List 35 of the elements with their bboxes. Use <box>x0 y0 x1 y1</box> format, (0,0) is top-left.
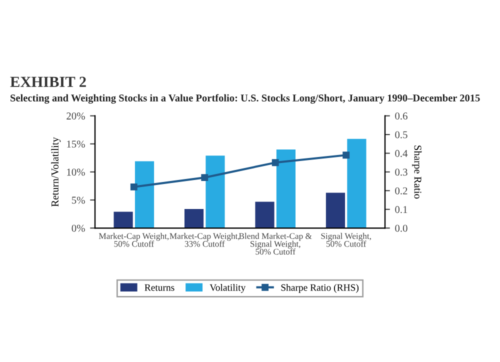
chart-subtitle: Selecting and Weighting Stocks in a Value Portfolio: U.S. Stocks Long/Short, January 1990–December 2015 <box>10 94 480 104</box>
y-tick-label: 15% <box>67 140 85 148</box>
x-tick-label: Signal Weight, 50% Cutoff <box>321 232 371 247</box>
y2-tick-label: 0.4 <box>395 150 408 158</box>
bar <box>114 212 133 228</box>
y2-tick-label: 0.1 <box>395 206 408 214</box>
y-tick-label: 0% <box>72 224 85 232</box>
legend-label: Volatility <box>210 284 246 293</box>
y-axis-title: Return/Volatility <box>51 137 61 207</box>
y-tick-label: 5% <box>72 196 85 204</box>
bar <box>276 150 296 228</box>
y-tick-label: 20% <box>66 112 85 120</box>
point <box>130 183 138 190</box>
y-tick-label: 10% <box>67 168 85 176</box>
y2-tick-label: 0.0 <box>395 224 408 232</box>
bar <box>326 192 346 228</box>
legend-label: Returns <box>144 284 174 291</box>
bar <box>347 138 366 228</box>
bar <box>184 208 204 228</box>
x-tick-label: Blend Market-Cap & Signal Weight, 50% Cutoff <box>239 232 312 255</box>
point <box>342 152 350 159</box>
bar <box>255 202 274 228</box>
x-tick-label: Market-Cap Weight, 50% Cutoff <box>98 232 169 247</box>
y2-tick-label: 0.3 <box>395 168 408 176</box>
point <box>201 174 208 182</box>
y2-tick-label: 0.6 <box>395 112 408 120</box>
legend-label: Sharpe Ratio (RHS) <box>281 284 359 293</box>
y2-axis-title: Sharpe Ratio <box>412 146 422 199</box>
chart-title: EXHIBIT 2 <box>10 76 86 87</box>
y2-tick-label: 0.5 <box>395 131 408 138</box>
bar <box>134 161 154 228</box>
bar <box>206 156 225 228</box>
point <box>272 159 279 166</box>
x-tick-label: Market-Cap Weight, 33% Cutoff <box>170 232 240 247</box>
y2-tick-label: 0.2 <box>395 187 408 194</box>
